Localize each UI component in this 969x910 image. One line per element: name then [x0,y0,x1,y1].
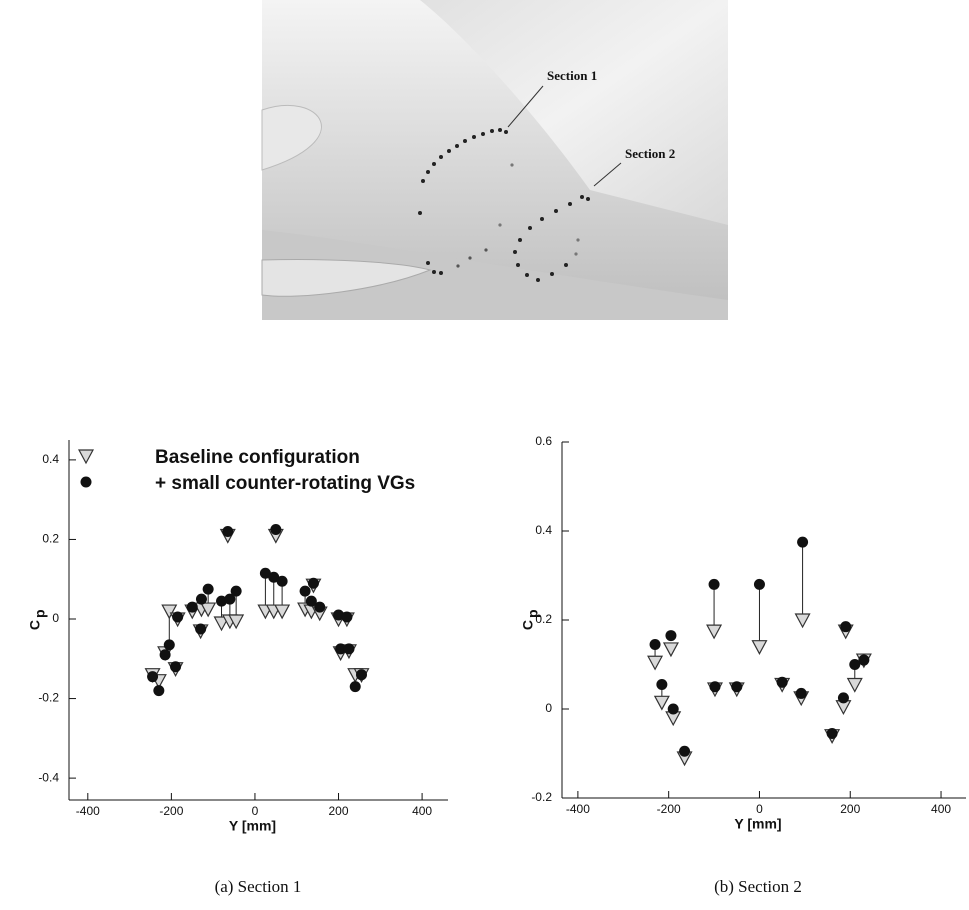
circle-marker [231,586,242,597]
x-axis-label: Y [mm] [229,818,276,834]
circle-marker [153,685,164,696]
x-tick-label: 0 [252,804,259,818]
section-label: Section 2 [625,146,675,161]
legend-label: Baseline configuration [155,447,360,468]
triangle-marker [752,641,766,654]
y-tick-label: 0.6 [535,434,552,448]
circle-marker [195,623,206,634]
circle-marker [160,649,171,660]
circle-marker [196,594,207,605]
y-tick-label: -0.2 [38,691,59,705]
circle-marker [754,579,765,590]
triangle-marker [664,643,678,656]
y-axis-label: Cp [27,609,48,630]
legend-marker [81,477,92,488]
triangle-marker [848,679,862,692]
circle-marker [308,578,319,589]
legend-entry: + small counter-rotating VGs [81,473,416,494]
x-tick-label: -200 [159,804,183,818]
circle-marker [170,661,181,672]
x-tick-label: 400 [931,802,951,816]
x-axis-label: Y [mm] [734,816,781,832]
circle-marker [656,679,667,690]
x-tick-label: 0 [756,802,763,816]
circle-marker [350,681,361,692]
circle-marker [356,669,367,680]
y-axis-label-sub: p [32,609,48,618]
chart: -400 -200 0 200 400 -0.4 -0.2 0 0.2 0.4 Y [mm] Cp Ba… [27,440,448,834]
triangle-marker [707,625,721,638]
caption: (b) Section 2 [714,877,802,896]
y-axis-label-main: C [520,620,536,630]
y-tick-label: 0 [545,701,552,715]
y-axis-label-sub: p [525,609,541,618]
circle-marker [709,681,720,692]
legend-marker [79,450,93,463]
circle-marker [270,524,281,535]
legend-label: + small counter-rotating VGs [155,473,415,494]
y-tick-label: -0.2 [531,790,552,804]
circle-marker [668,704,679,715]
figure: Section 1 Section 2 (a) Section 1 (b) Se… [0,0,969,905]
triangle-marker [655,696,669,709]
circle-marker [858,655,869,666]
circle-marker [838,692,849,703]
y-axis-label-main: C [27,620,43,630]
circle-marker [665,630,676,641]
circle-marker [341,612,352,623]
x-tick-label: -200 [657,802,681,816]
y-tick-label: 0.2 [42,532,59,546]
y-tick-label: 0.4 [42,452,59,466]
circle-marker [222,526,233,537]
circle-marker [187,602,198,613]
y-tick-label: -0.4 [38,770,59,784]
circle-marker [164,639,175,650]
x-tick-label: 200 [840,802,860,816]
circle-marker [314,602,325,613]
y-tick-label: 0 [52,611,59,625]
circle-marker [343,643,354,654]
circle-marker [731,681,742,692]
circle-marker [277,576,288,587]
circle-marker [797,537,808,548]
circle-marker [172,612,183,623]
x-tick-label: 400 [412,804,432,818]
circle-marker [840,621,851,632]
circle-marker [777,677,788,688]
wing-render: Section 1 Section 2 [262,0,728,320]
y-tick-label: 0.4 [535,523,552,537]
section-label: Section 1 [547,68,597,83]
x-tick-label: -400 [76,804,100,818]
circle-marker [147,671,158,682]
triangle-marker [648,656,662,669]
circle-marker [709,579,720,590]
triangle-marker [796,614,810,627]
caption: (a) Section 1 [215,877,302,896]
legend-entry: Baseline configuration [79,447,360,468]
circle-marker [827,728,838,739]
circle-marker [203,584,214,595]
circle-marker [300,586,311,597]
circle-marker [796,688,807,699]
circle-marker [650,639,661,650]
x-tick-label: 200 [329,804,349,818]
x-tick-label: -400 [566,802,590,816]
circle-marker [679,746,690,757]
